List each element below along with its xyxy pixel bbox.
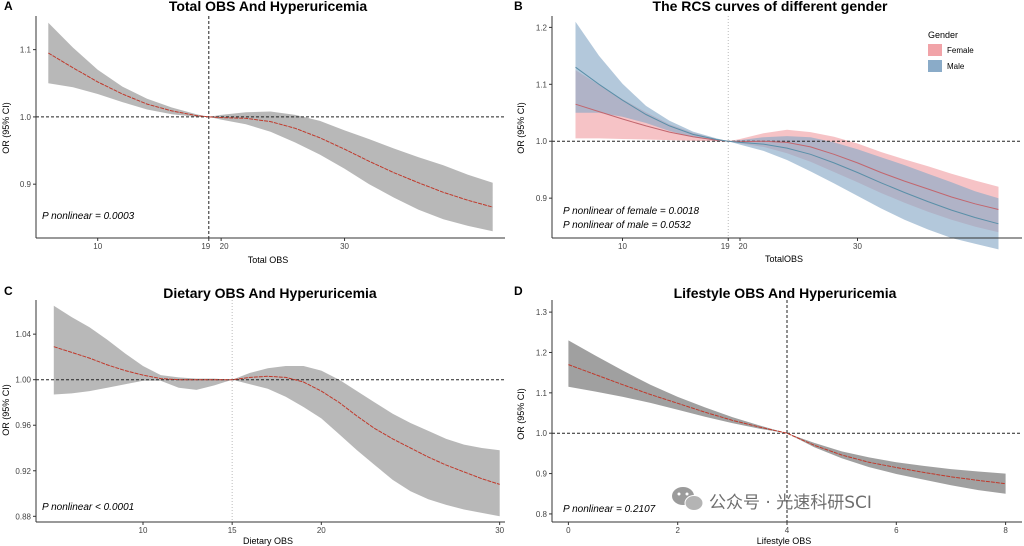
legend-label-male: Male	[947, 62, 965, 71]
x-tick-label: 10	[93, 242, 102, 251]
p-nonlinear-male: P nonlinear of male = 0.0532	[563, 220, 691, 231]
panel-d: D Lifestyle OBS And Hyperuricemia OR (95…	[514, 284, 1022, 546]
watermark: 公众号 · 光速科研SCI	[672, 487, 872, 513]
y-axis-title-c: OR (95% CI)	[1, 384, 11, 436]
panel-title-c: Dietary OBS And Hyperuricemia	[163, 285, 377, 301]
y-tick-label: 1.0	[20, 113, 32, 122]
panel-label-c: C	[4, 284, 13, 298]
panel-label-a: A	[4, 0, 13, 13]
plot-area-a: 0.9 1.0 1.1 10 19 20 30	[20, 16, 505, 251]
x-axis-title-b: TotalOBS	[765, 254, 803, 264]
plot-area-d: 0.8 0.9 1.0 1.1 1.2 1.3 0 2 4 6 8	[536, 300, 1022, 535]
x-tick-label: 30	[340, 242, 349, 251]
legend-b: Gender Female Male	[928, 30, 974, 72]
x-axis-title-c: Dietary OBS	[243, 536, 293, 546]
confidence-band-male	[575, 21, 999, 250]
y-tick-label: 0.96	[15, 421, 31, 430]
x-tick-label: 19	[721, 242, 730, 251]
series-line	[53, 346, 500, 485]
x-tick-label: 30	[495, 526, 504, 535]
y-axis-title-b: OR (95% CI)	[516, 102, 526, 154]
y-axis-title-a: OR (95% CI)	[1, 102, 11, 154]
p-nonlinear-female: P nonlinear of female = 0.0018	[563, 206, 700, 217]
y-axis-title-d: OR (95% CI)	[516, 388, 526, 440]
y-tick-label: 1.1	[20, 46, 32, 55]
series-line-female	[575, 103, 999, 210]
y-tick-label: 0.88	[15, 512, 31, 521]
plot-area-c: 0.88 0.92 0.96 1.00 1.04 10 15 20 30	[15, 300, 505, 535]
y-tick-label: 0.92	[15, 467, 31, 476]
x-tick-label: 20	[739, 242, 748, 251]
panel-label-d: D	[514, 284, 523, 298]
confidence-band	[48, 22, 493, 232]
panel-title-d: Lifestyle OBS And Hyperuricemia	[674, 285, 897, 301]
plot-area-b: 0.9 1.0 1.1 1.2 10 19 20 30	[536, 16, 1022, 251]
y-tick-label: 1.2	[536, 23, 548, 32]
panel-label-b: B	[514, 0, 523, 13]
y-tick-label: 0.9	[536, 194, 548, 203]
x-tick-label: 20	[220, 242, 229, 251]
confidence-band	[53, 305, 500, 517]
series-line-male	[575, 66, 999, 225]
x-tick-label: 10	[139, 526, 148, 535]
y-tick-label: 0.9	[536, 470, 548, 479]
x-tick-label: 20	[317, 526, 326, 535]
legend-key-male	[928, 60, 942, 72]
y-tick-label: 1.1	[536, 80, 548, 89]
p-nonlinear-c: P nonlinear < 0.0001	[42, 502, 134, 513]
x-tick-label: 30	[853, 242, 862, 251]
panel-a: A Total OBS And Hyperuricemia OR (95% CI…	[1, 0, 505, 265]
series-line	[568, 364, 1006, 485]
legend-title: Gender	[928, 30, 958, 40]
x-axis-title-a: Total OBS	[248, 255, 289, 265]
y-tick-label: 1.3	[536, 308, 548, 317]
panel-b: B The RCS curves of different gender OR …	[514, 0, 1022, 264]
y-tick-label: 1.1	[536, 389, 548, 398]
y-tick-label: 1.00	[15, 376, 31, 385]
panel-c: C Dietary OBS And Hyperuricemia OR (95% …	[1, 284, 505, 546]
p-nonlinear-a: P nonlinear = 0.0003	[42, 211, 135, 222]
y-tick-label: 0.9	[20, 180, 32, 189]
x-tick-label: 4	[785, 526, 790, 535]
legend-label-female: Female	[947, 46, 974, 55]
watermark-text: 公众号 · 光速科研SCI	[709, 493, 872, 513]
y-tick-label: 1.04	[15, 330, 31, 339]
y-tick-label: 1.0	[536, 429, 548, 438]
x-tick-label: 19	[201, 242, 210, 251]
panel-title-a: Total OBS And Hyperuricemia	[169, 0, 368, 14]
x-tick-label: 6	[894, 526, 899, 535]
wechat-icon	[672, 487, 704, 511]
x-tick-label: 10	[618, 242, 627, 251]
x-tick-label: 15	[228, 526, 237, 535]
x-tick-label: 2	[675, 526, 680, 535]
legend-key-female	[928, 44, 942, 56]
x-tick-label: 0	[566, 526, 571, 535]
series-line	[48, 52, 493, 208]
p-nonlinear-d: P nonlinear = 0.2107	[563, 504, 656, 515]
y-tick-label: 1.2	[536, 348, 548, 357]
panel-title-b: The RCS curves of different gender	[653, 0, 888, 14]
y-tick-label: 1.0	[536, 137, 548, 146]
y-tick-label: 0.8	[536, 510, 548, 519]
x-axis-title-d: Lifestyle OBS	[757, 536, 812, 546]
x-tick-label: 8	[1003, 526, 1008, 535]
